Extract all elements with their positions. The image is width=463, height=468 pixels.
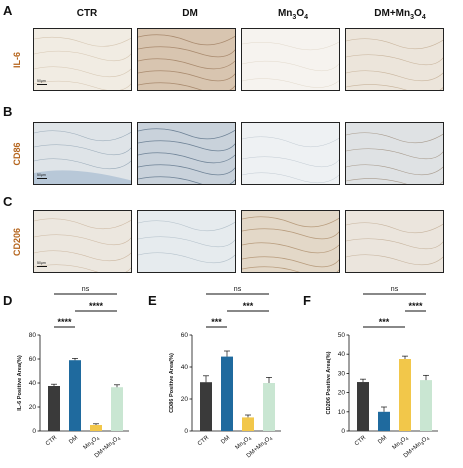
scale-label: 50μm bbox=[37, 173, 46, 177]
micrograph-cd206-dm-mn3o4 bbox=[345, 210, 444, 273]
category-label: Mn3O4 bbox=[392, 435, 410, 452]
scale-bar bbox=[37, 178, 47, 179]
micrograph-il6-dm bbox=[137, 28, 236, 91]
category-label: Mn3O4 bbox=[83, 435, 101, 452]
bar bbox=[90, 425, 102, 431]
y-tick-label: 50 bbox=[338, 332, 346, 339]
y-tick-label: 10 bbox=[338, 409, 346, 416]
category-label: DM bbox=[68, 435, 79, 446]
micrograph-cd206-dm bbox=[137, 210, 236, 273]
scale-label: 50μm bbox=[37, 261, 46, 265]
row-label-il6: IL-6 bbox=[12, 51, 22, 69]
bar bbox=[69, 360, 81, 431]
tissue-texture bbox=[346, 38, 443, 90]
scale-label: 50μm bbox=[37, 79, 46, 83]
tissue-texture bbox=[346, 132, 443, 184]
significance-label: ns bbox=[391, 286, 399, 293]
significance-label: **** bbox=[57, 317, 72, 327]
panel-letter: D bbox=[3, 293, 12, 308]
y-tick-label: 20 bbox=[29, 404, 37, 411]
bar bbox=[221, 356, 233, 431]
significance-label: *** bbox=[379, 317, 390, 327]
significance-label: ns bbox=[234, 286, 242, 293]
significance-label: **** bbox=[408, 301, 423, 311]
y-tick-label: 20 bbox=[338, 390, 346, 397]
tissue-texture bbox=[34, 218, 131, 272]
micrograph-cd86-ctr: 50μm bbox=[33, 122, 132, 185]
y-axis-label: IL-6 Positive Area(%) bbox=[17, 355, 23, 411]
bar bbox=[48, 386, 60, 431]
row-label-cd86: CD86 bbox=[12, 142, 22, 166]
significance-label: ns bbox=[82, 286, 90, 293]
micrograph-cd86-dm bbox=[137, 122, 236, 185]
significance-label: **** bbox=[89, 301, 104, 311]
y-tick-label: 30 bbox=[338, 370, 346, 377]
significance-label: *** bbox=[243, 301, 254, 311]
bar bbox=[111, 387, 123, 431]
tissue-texture bbox=[138, 128, 235, 184]
category-label: CTR bbox=[354, 435, 368, 448]
tissue-texture bbox=[34, 36, 131, 90]
micrograph-cd86-mn3o4 bbox=[241, 122, 340, 185]
chart-d: D 0 20 40 60 80 IL-6 Positive Area(%) CTR DM Mn3O… bbox=[3, 286, 129, 459]
tissue-texture bbox=[34, 130, 131, 184]
row-label-cd206: CD206 bbox=[12, 227, 22, 257]
micrograph-il6-dm-mn3o4 bbox=[345, 28, 444, 91]
micrograph-cd206-mn3o4 bbox=[241, 210, 340, 273]
bar-charts: D 0 20 40 60 80 IL-6 Positive Area(%) CTR DM Mn3O… bbox=[3, 286, 438, 459]
y-tick-label: 40 bbox=[338, 351, 346, 358]
category-label: CTR bbox=[45, 435, 59, 448]
tissue-texture bbox=[242, 136, 339, 184]
micrograph-cd86-dm-mn3o4 bbox=[345, 122, 444, 185]
y-tick-label: 0 bbox=[32, 428, 36, 435]
y-axis-label: CD86 Positive Area(%) bbox=[169, 353, 175, 413]
tissue-texture bbox=[346, 222, 443, 266]
category-label: DM bbox=[220, 435, 231, 446]
category-label: DM bbox=[377, 435, 388, 446]
bar bbox=[420, 380, 432, 431]
column-header-dm-mn3o4: DM+Mn3O4 bbox=[374, 8, 426, 21]
panel-letter: E bbox=[148, 293, 157, 308]
tissue-texture bbox=[138, 34, 235, 90]
scale-bar bbox=[37, 266, 47, 267]
column-header-ctr: CTR bbox=[76, 8, 98, 19]
y-tick-label: 0 bbox=[184, 428, 188, 435]
panel-letter-b: B bbox=[3, 104, 13, 119]
y-tick-label: 0 bbox=[341, 428, 345, 435]
bar bbox=[242, 417, 254, 431]
significance-label: *** bbox=[211, 317, 222, 327]
scale-bar bbox=[37, 84, 47, 85]
bar bbox=[263, 383, 275, 431]
y-axis-label: CD206 Positive Area(%) bbox=[326, 351, 332, 414]
panel-letter: F bbox=[303, 293, 311, 308]
micrograph-il6-mn3o4 bbox=[241, 28, 340, 91]
category-label: Mn3O4 bbox=[235, 435, 253, 452]
bar bbox=[378, 411, 390, 431]
tissue-texture bbox=[242, 216, 339, 272]
y-tick-label: 40 bbox=[181, 364, 189, 371]
y-tick-label: 80 bbox=[29, 332, 37, 339]
y-tick-label: 20 bbox=[181, 396, 189, 403]
bar bbox=[357, 382, 369, 431]
column-header-mn3o4: Mn3O4 bbox=[277, 8, 309, 21]
bar bbox=[399, 359, 411, 431]
chart-f: F 0 10 20 30 40 50 CD206 Positive Area(%) CTR DM M… bbox=[303, 286, 438, 459]
bar bbox=[200, 382, 212, 431]
y-tick-label: 40 bbox=[29, 380, 37, 387]
column-header-dm: DM bbox=[182, 8, 198, 19]
micrograph-il6-ctr: 50μm bbox=[33, 28, 132, 91]
category-label: CTR bbox=[197, 435, 211, 448]
tissue-texture bbox=[138, 220, 235, 264]
y-tick-label: 60 bbox=[181, 332, 189, 339]
micrograph-cd206-ctr: 50μm bbox=[33, 210, 132, 273]
panel-letter-a: A bbox=[3, 3, 13, 18]
y-tick-label: 60 bbox=[29, 356, 37, 363]
panel-letter-c: C bbox=[3, 194, 13, 209]
tissue-texture bbox=[242, 41, 339, 88]
